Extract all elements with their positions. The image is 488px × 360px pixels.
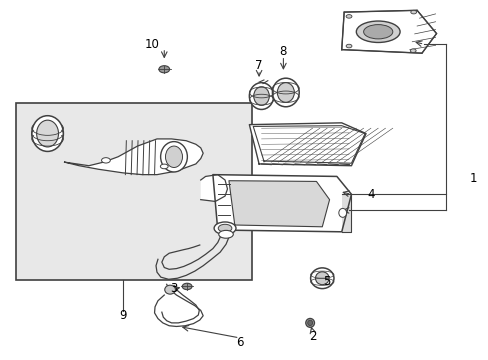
Ellipse shape xyxy=(218,224,231,232)
Polygon shape xyxy=(249,123,366,166)
Polygon shape xyxy=(64,139,203,175)
Polygon shape xyxy=(228,181,329,227)
Polygon shape xyxy=(212,175,351,232)
Ellipse shape xyxy=(277,83,294,102)
Ellipse shape xyxy=(249,83,273,109)
Ellipse shape xyxy=(160,141,187,172)
Ellipse shape xyxy=(310,268,333,289)
Text: 10: 10 xyxy=(144,38,159,51)
Ellipse shape xyxy=(307,320,312,325)
Ellipse shape xyxy=(218,230,233,238)
Polygon shape xyxy=(341,194,351,232)
Ellipse shape xyxy=(32,116,63,152)
Ellipse shape xyxy=(182,283,192,290)
Polygon shape xyxy=(154,284,203,327)
Text: 7: 7 xyxy=(255,59,262,72)
Ellipse shape xyxy=(272,78,299,107)
Ellipse shape xyxy=(159,66,169,73)
Ellipse shape xyxy=(363,24,392,39)
Ellipse shape xyxy=(253,87,269,105)
Text: 6: 6 xyxy=(235,336,243,349)
Ellipse shape xyxy=(160,164,168,169)
Text: 3: 3 xyxy=(170,283,177,296)
Ellipse shape xyxy=(37,120,59,147)
Ellipse shape xyxy=(346,15,351,18)
Ellipse shape xyxy=(102,158,110,163)
Text: 8: 8 xyxy=(279,45,286,58)
Ellipse shape xyxy=(356,21,399,42)
Ellipse shape xyxy=(315,272,328,285)
Text: 2: 2 xyxy=(308,330,316,343)
Bar xyxy=(16,103,251,280)
Ellipse shape xyxy=(164,285,175,294)
Ellipse shape xyxy=(338,208,346,217)
Ellipse shape xyxy=(410,10,416,14)
Ellipse shape xyxy=(165,146,182,167)
Polygon shape xyxy=(341,10,436,53)
Text: 5: 5 xyxy=(323,275,330,288)
Text: 4: 4 xyxy=(366,188,374,201)
Ellipse shape xyxy=(409,49,415,53)
Text: 1: 1 xyxy=(468,172,476,185)
Ellipse shape xyxy=(214,222,236,234)
Ellipse shape xyxy=(346,44,351,48)
Ellipse shape xyxy=(305,319,314,327)
Text: 9: 9 xyxy=(119,309,126,322)
Polygon shape xyxy=(201,175,227,202)
